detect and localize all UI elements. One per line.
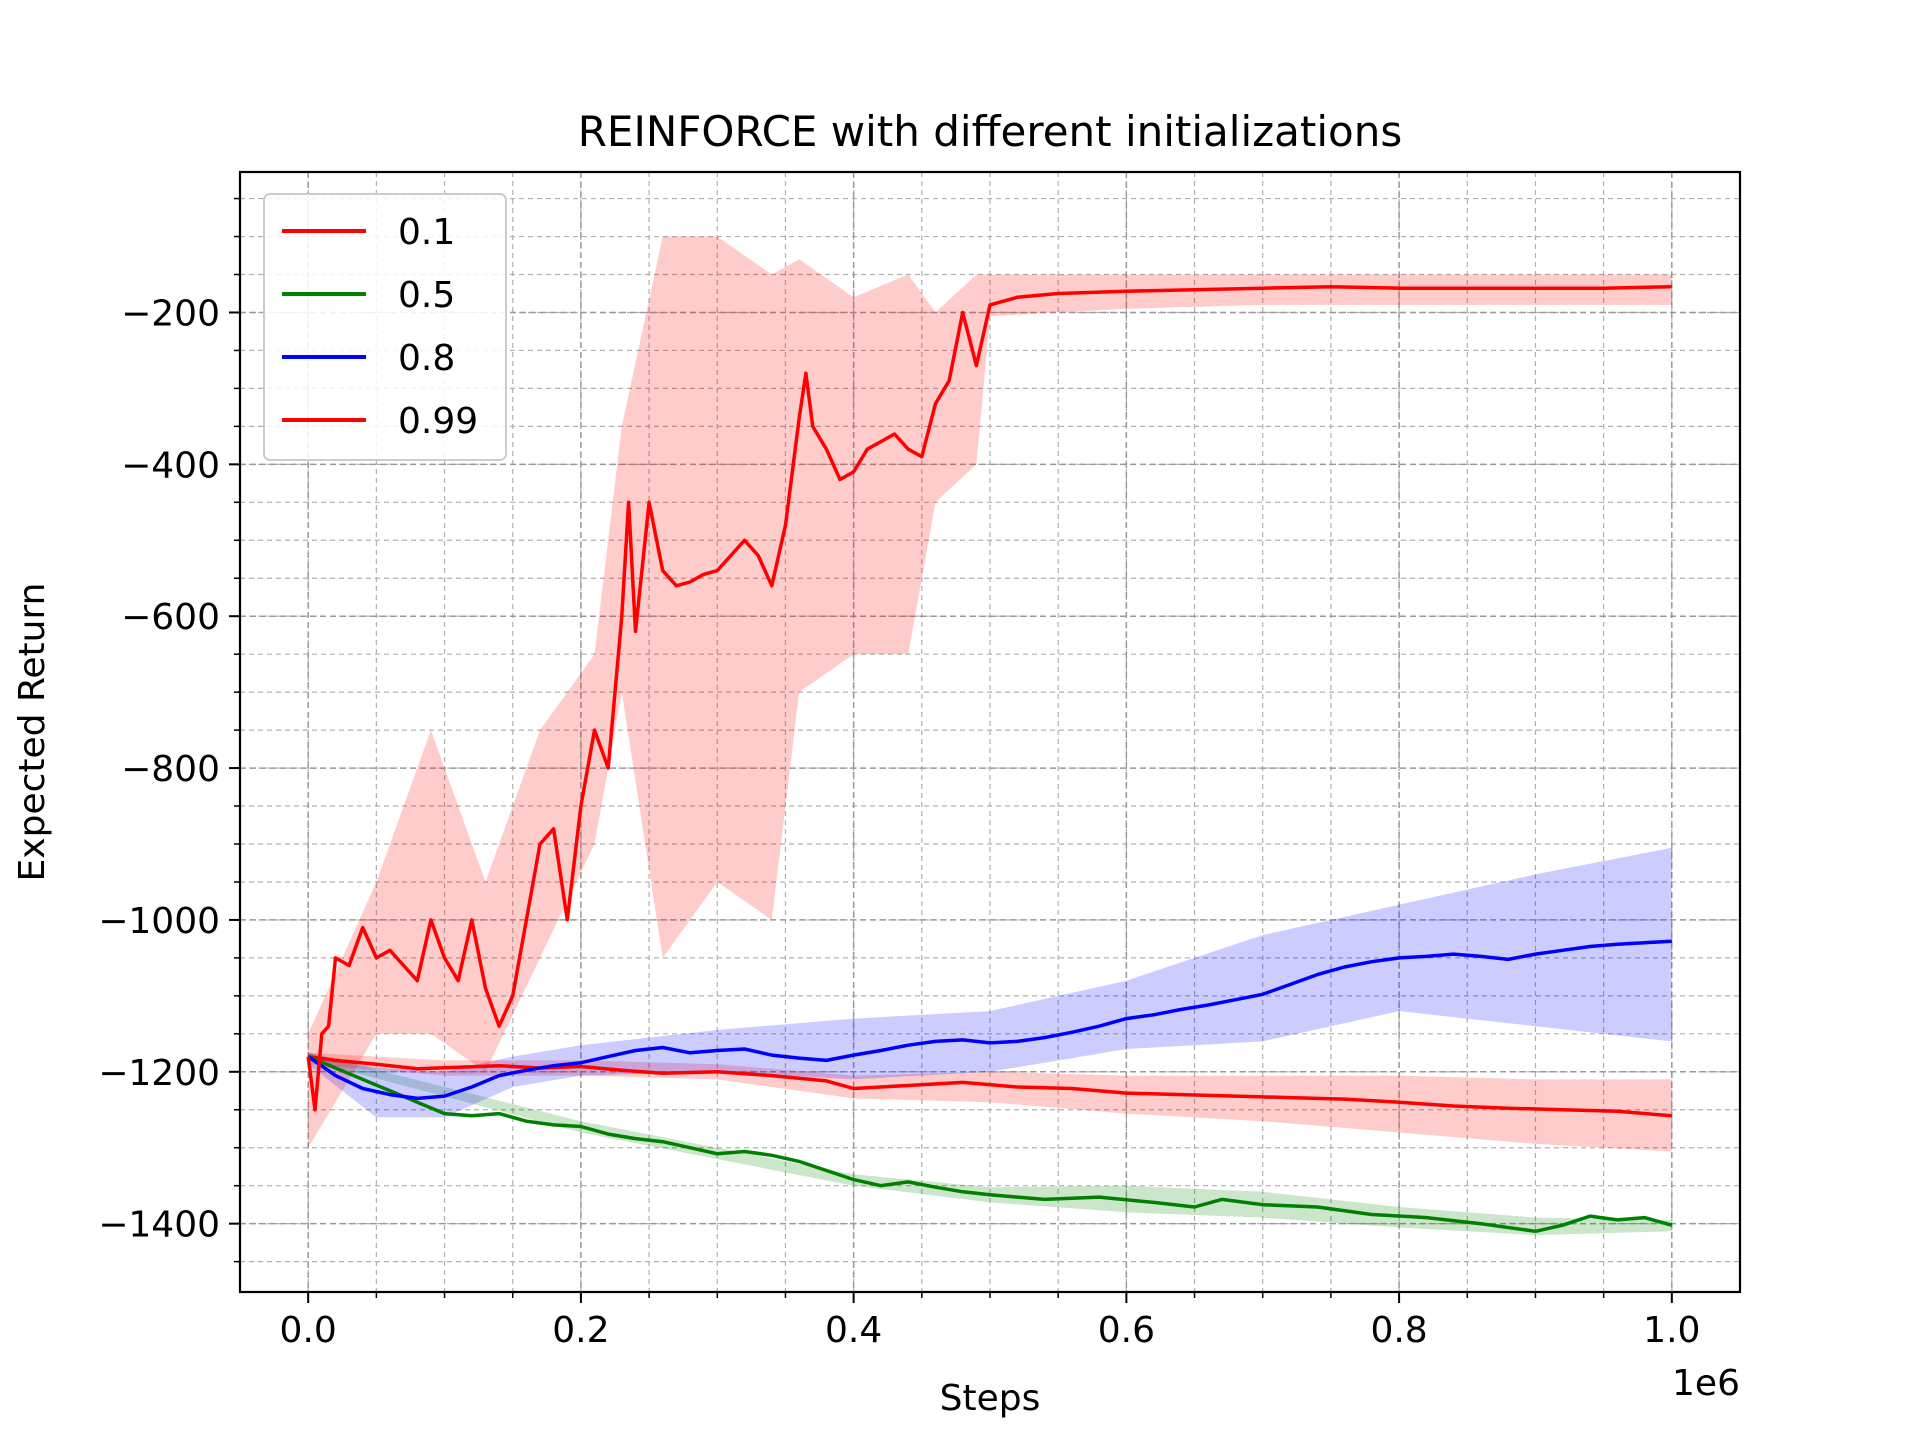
x-tick-label: 0.8	[1370, 1310, 1427, 1351]
band-0.1	[308, 1052, 1672, 1152]
x-axis-offset-label: 1e6	[1672, 1363, 1740, 1404]
x-tick-label: 0.4	[825, 1310, 882, 1351]
legend-label-0.99: 0.99	[398, 401, 478, 442]
series-line-0.1	[307, 1054, 1672, 1118]
minor-grid	[240, 172, 1740, 1292]
y-tick-label: −600	[121, 597, 220, 638]
legend: 0.1 0.5 0.8 0.99	[263, 193, 507, 461]
y-tick-label: −400	[121, 445, 220, 486]
band-0.99	[308, 236, 1672, 1148]
y-tick-label: −1200	[98, 1053, 220, 1094]
y-axis-ticks: −1400 −1200 −1000 −800 −600 −400 −200	[98, 197, 240, 1263]
x-axis-ticks: 0.0 0.2 0.4 0.6 0.8 1.0	[280, 1292, 1700, 1351]
band-0.5	[308, 1052, 1672, 1236]
y-tick-label: −200	[121, 293, 220, 334]
x-axis-label: Steps	[940, 1378, 1041, 1419]
x-tick-label: 0.2	[552, 1310, 609, 1351]
legend-label-0.8: 0.8	[398, 338, 455, 379]
x-tick-label: 1.0	[1643, 1310, 1700, 1351]
series-line-0.5	[307, 1054, 1673, 1234]
x-tick-label: 0.6	[1098, 1310, 1155, 1351]
legend-label-0.5: 0.5	[398, 275, 455, 316]
chart-title: REINFORCE with different initializations	[578, 107, 1403, 156]
y-tick-label: −1000	[98, 901, 220, 942]
y-tick-label: −800	[121, 749, 220, 790]
series-lines	[306, 284, 1673, 1234]
y-tick-label: −1400	[98, 1205, 220, 1246]
series-line-0.8	[307, 939, 1672, 1101]
y-axis-label: Expected Return	[12, 583, 53, 882]
legend-label-0.1: 0.1	[398, 212, 455, 253]
x-tick-label: 0.0	[280, 1310, 337, 1351]
series-line-0.99	[306, 284, 1672, 1112]
legend-box	[263, 193, 507, 461]
